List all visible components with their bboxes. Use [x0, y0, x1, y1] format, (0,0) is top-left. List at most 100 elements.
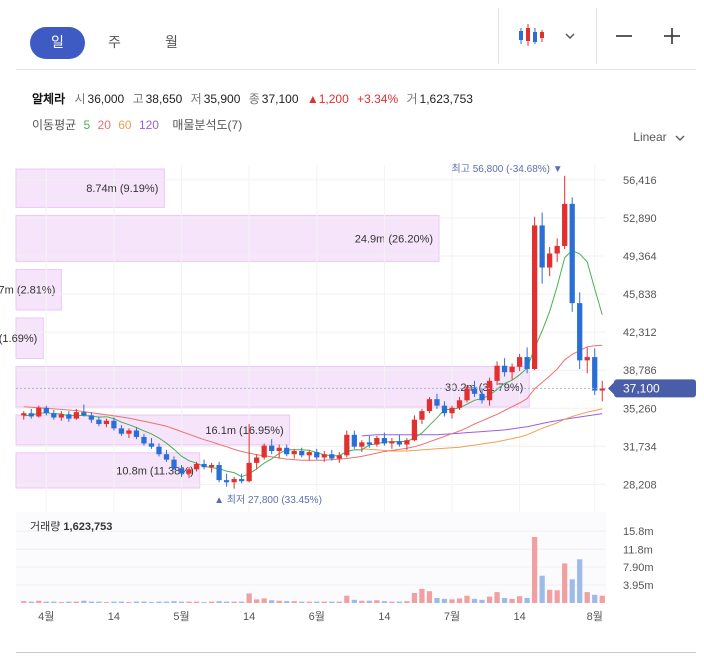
- candle: [36, 407, 42, 417]
- volume-bar: [36, 600, 42, 603]
- candle: [231, 479, 237, 483]
- candle: [103, 420, 110, 425]
- high-label: 고: [132, 92, 144, 106]
- volume-bar: [171, 601, 177, 603]
- candle: [524, 357, 530, 369]
- candle: [501, 365, 508, 373]
- volume-bar: [269, 600, 275, 603]
- candle: [592, 357, 598, 391]
- volume-bar: [584, 592, 590, 603]
- y-tick-label: 52,890: [623, 213, 657, 225]
- tab-monthly[interactable]: 월: [165, 35, 178, 51]
- chevron-down-icon[interactable]: [560, 22, 580, 50]
- candle: [201, 463, 207, 468]
- open-label: 시: [74, 92, 86, 106]
- candle: [396, 441, 403, 445]
- plus-icon[interactable]: [660, 22, 684, 50]
- candle: [471, 387, 478, 394]
- volume-bar: [28, 601, 34, 603]
- volume-bar: [254, 599, 260, 603]
- volume-bar: [261, 598, 267, 603]
- change-value: ▲1,200: [306, 92, 349, 106]
- candle: [411, 419, 418, 441]
- candle: [276, 447, 282, 451]
- volume-bar: [96, 601, 102, 603]
- candle: [359, 442, 365, 447]
- tab-daily[interactable]: 일: [30, 27, 85, 59]
- volume-bar: [58, 602, 64, 603]
- min-price-annotation: ▲ 최저 27,800 (33.45%): [214, 494, 322, 506]
- minus-icon[interactable]: [612, 22, 636, 50]
- candle: [208, 465, 215, 468]
- x-tick-label: 8월: [587, 610, 603, 623]
- volume-bar: [411, 592, 418, 603]
- x-tick-label: 5월: [173, 610, 189, 623]
- period-tabs: 일 주 월: [30, 27, 201, 59]
- candle: [547, 253, 553, 268]
- volume-bar: [231, 601, 237, 603]
- volume-bar: [524, 597, 530, 603]
- candle: [381, 438, 388, 444]
- x-tick-label: 14: [378, 611, 390, 623]
- candle: [441, 405, 448, 414]
- candle: [539, 225, 545, 268]
- candle: [531, 225, 538, 369]
- high-value: 38,650: [145, 92, 183, 106]
- volume-bar: [569, 579, 575, 603]
- volume-profile-bar: [15, 268, 62, 311]
- volume-bar: [419, 588, 425, 603]
- volume-bar: [216, 601, 222, 603]
- candle: [28, 413, 34, 417]
- candle: [584, 357, 590, 361]
- volume-profile-bar: [15, 317, 44, 359]
- moving-average-legend[interactable]: 이동평균 5 20 60 120 매물분석도(7): [32, 116, 246, 133]
- volume-profile-label: 2.67m (2.81%): [0, 285, 55, 297]
- candle: [261, 445, 267, 458]
- y-tick-label: 56,416: [623, 175, 657, 187]
- x-tick-label: 6월: [309, 610, 325, 623]
- volume-bar: [344, 595, 350, 603]
- tab-weekly[interactable]: 주: [108, 35, 121, 51]
- volume-bar: [111, 601, 117, 603]
- volume-profile-label: 24.9m (26.20%): [355, 233, 433, 245]
- candle: [81, 412, 87, 416]
- candle: [246, 462, 252, 482]
- volume-bar: [66, 601, 72, 603]
- volume-bar: [208, 601, 215, 603]
- candle: [374, 438, 380, 445]
- y-tick-label: 31,734: [623, 441, 657, 453]
- volume-profile-bar: [15, 365, 530, 408]
- candle: [193, 463, 200, 470]
- low-label: 저: [190, 92, 202, 106]
- volume-bar: [374, 600, 380, 603]
- divider: [16, 652, 696, 653]
- candle: [111, 420, 117, 429]
- volume-bar: [351, 599, 357, 603]
- volume-bar: [471, 598, 478, 603]
- volume-bar: [306, 601, 312, 603]
- volume-bar: [486, 596, 493, 603]
- candle: [118, 428, 125, 434]
- volume-panel: [16, 512, 606, 603]
- candle: [58, 414, 64, 418]
- volume-bar: [329, 601, 335, 603]
- volume-profile-label: 1.61m (1.69%): [0, 333, 37, 345]
- ma5-line: [23, 249, 603, 478]
- volume-bar: [81, 600, 87, 603]
- scale-selector[interactable]: Linear: [633, 130, 686, 144]
- stock-name: 알체라: [32, 92, 66, 106]
- candle: [96, 419, 102, 425]
- candle: [599, 388, 605, 391]
- volume-bar: [434, 597, 440, 603]
- candle: [269, 445, 275, 451]
- candle: [426, 399, 433, 412]
- volume-bar: [276, 600, 282, 603]
- volume-bar: [562, 563, 568, 603]
- volume-profile-label: 8.74m (9.19%): [86, 183, 158, 195]
- candle-icon[interactable]: [516, 22, 546, 50]
- volume-bar: [126, 602, 132, 603]
- volume-bar: [299, 601, 305, 603]
- volume-bar: [284, 601, 290, 603]
- volume-bar: [592, 594, 598, 603]
